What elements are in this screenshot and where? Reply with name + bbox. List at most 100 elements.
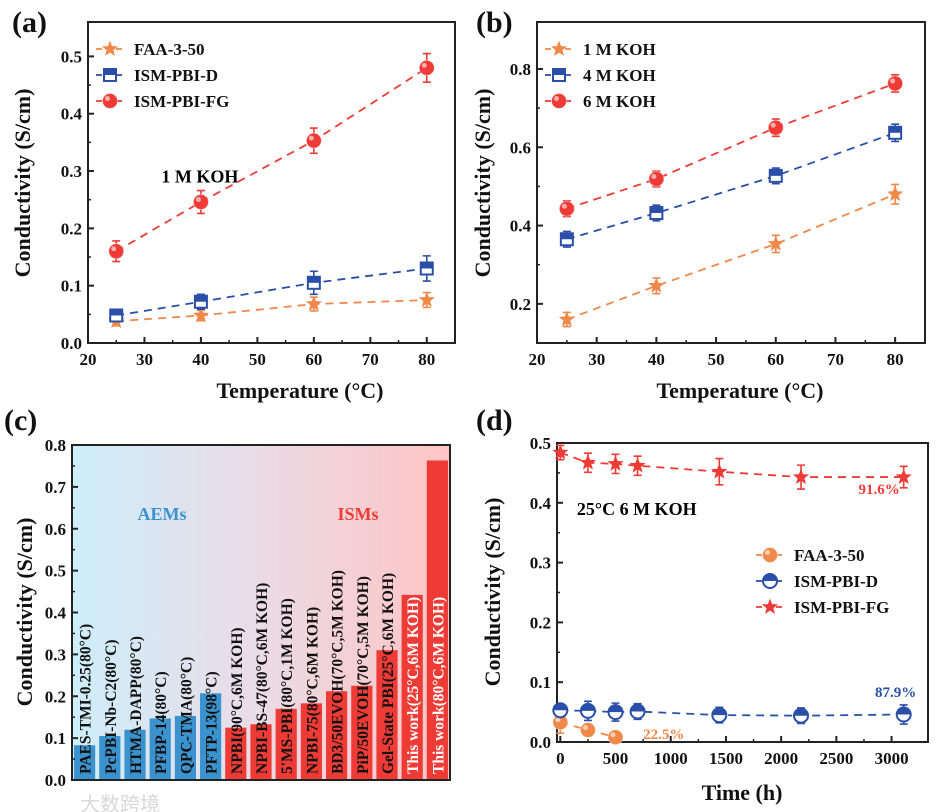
series-ism-pbi-d <box>552 700 912 725</box>
bar-label: BD3/50EVOH(70°C,5M KOH) <box>330 570 347 774</box>
annotation: 22.5% <box>643 727 684 743</box>
x-tick-label: 500 <box>603 749 629 768</box>
data-point <box>607 704 624 721</box>
y-axis-title: Conductivity (S/cm) <box>10 89 35 278</box>
data-point <box>887 75 904 92</box>
bar-label: QPC-TMA(80°C) <box>178 657 195 774</box>
data-point <box>888 125 903 140</box>
y-axis-title: Conductivity (S/cm) <box>480 498 505 687</box>
legend-marker <box>762 547 778 563</box>
data-point <box>109 308 124 323</box>
y-tick-label: 0.3 <box>45 645 66 664</box>
y-tick-label: 0.2 <box>510 295 531 314</box>
legend-label: ISM-PBI-FG <box>794 598 889 617</box>
data-point <box>887 185 904 202</box>
annotation: 25°C 6 M KOH <box>577 499 697 519</box>
data-point <box>648 170 665 187</box>
data-point <box>305 295 322 311</box>
series-ism-pbi-d <box>109 255 434 323</box>
group-label-aems: AEMs <box>138 504 187 524</box>
legend: 1 M KOH 4 M KOH 6 M KOH <box>545 40 656 111</box>
bar <box>426 460 448 780</box>
bar <box>376 650 398 780</box>
series-faa-3-50 <box>108 291 435 329</box>
data-point <box>192 193 209 210</box>
data-point <box>607 729 624 746</box>
y-tick-label: 0.6 <box>510 138 531 157</box>
data-point <box>648 277 665 293</box>
data-point <box>579 722 596 739</box>
series-line <box>566 82 896 210</box>
y-tick-label: 0.4 <box>530 494 552 513</box>
legend-label: ISM-PBI-FG <box>134 92 229 111</box>
data-point <box>192 307 209 323</box>
panel-a: 0.0 0.1 0.2 0.3 0.4 0.5 20 30 40 50 60 70 80 Temperat… <box>10 6 456 403</box>
series-ism-pbi-fg <box>108 52 435 263</box>
y-tick-label: 0.4 <box>45 604 67 623</box>
x-tick-label: 70 <box>362 350 379 369</box>
x-axis-title: Temperature (°C) <box>656 378 823 403</box>
y-tick-label: 0.5 <box>530 434 551 453</box>
y-tick-label: 0.5 <box>45 562 66 581</box>
data-point <box>768 168 783 183</box>
x-tick-label: 1000 <box>654 749 688 768</box>
y-tick-label: 0.3 <box>530 554 551 573</box>
annotation: 91.6% <box>858 482 899 498</box>
legend-marker <box>552 68 566 82</box>
data-point <box>793 707 810 724</box>
watermark: 大数跨境 <box>80 792 160 812</box>
data-point <box>193 294 208 309</box>
legend: FAA-3-50 ISM-PBI-D ISM-PBI-FG <box>756 546 889 617</box>
legend-label: 1 M KOH <box>583 40 656 59</box>
y-tick-label: 0.3 <box>61 162 82 181</box>
series-ism-pbi-fg <box>552 444 912 490</box>
bar-label: PcPBI-Nb-C2(80°C) <box>103 640 120 774</box>
data-point <box>792 468 810 484</box>
x-tick-label: 50 <box>249 350 266 369</box>
data-point <box>649 206 664 221</box>
legend-marker <box>550 40 568 56</box>
bar <box>326 691 348 780</box>
x-tick-label: 80 <box>418 350 435 369</box>
panel-label: (b) <box>476 6 513 39</box>
bar-label: PiP/50EVOH(70°C,5M KOH) <box>355 576 372 774</box>
data-point <box>552 702 569 719</box>
data-point <box>579 702 596 719</box>
y-tick-label: 0.0 <box>45 771 66 790</box>
series-6-m-koh <box>558 74 904 218</box>
x-tick-label: 2500 <box>819 749 853 768</box>
series-line <box>566 131 896 241</box>
bar-label: 5'MS-PBI(80°C,1M KOH) <box>279 598 296 774</box>
y-tick-label: 0.6 <box>45 520 66 539</box>
series-line <box>115 67 428 253</box>
y-tick-label: 0.0 <box>61 334 82 353</box>
y-tick-label: 0.7 <box>45 478 67 497</box>
y-tick-label: 0.1 <box>530 673 551 692</box>
annotation: 1 M KOH <box>161 167 238 187</box>
y-axis-title: Conductivity (S/cm) <box>12 518 37 707</box>
legend-label: 4 M KOH <box>583 66 656 85</box>
y-tick-label: 0.2 <box>61 219 82 238</box>
panel-label: (d) <box>476 404 513 437</box>
data-point <box>767 119 784 136</box>
x-tick-label: 70 <box>827 350 844 369</box>
x-tick-label: 3000 <box>875 749 909 768</box>
x-tick-label: 50 <box>708 350 725 369</box>
data-point <box>552 444 569 460</box>
data-point <box>305 132 322 149</box>
legend-label: FAA-3-50 <box>794 546 865 565</box>
series-1-m-koh <box>558 183 904 328</box>
y-axis-title: Conductivity (S/cm) <box>470 89 495 278</box>
y-tick-label: 0.2 <box>530 613 551 632</box>
y-tick-label: 0.4 <box>510 217 532 236</box>
data-point <box>306 275 321 290</box>
data-point <box>418 59 435 76</box>
legend-marker <box>103 68 117 82</box>
data-point <box>629 457 646 473</box>
data-point <box>767 235 784 251</box>
annotation: 87.9% <box>875 685 916 701</box>
x-axis-title: Temperature (°C) <box>216 378 383 403</box>
bar-label: PFTP-13(98°C) <box>204 671 221 774</box>
panel-label: (a) <box>12 6 47 39</box>
panel-c: PAES-TMI-0.25(80°C) PcPBI-Nb-C2(80°C) HTMA… <box>4 404 451 790</box>
